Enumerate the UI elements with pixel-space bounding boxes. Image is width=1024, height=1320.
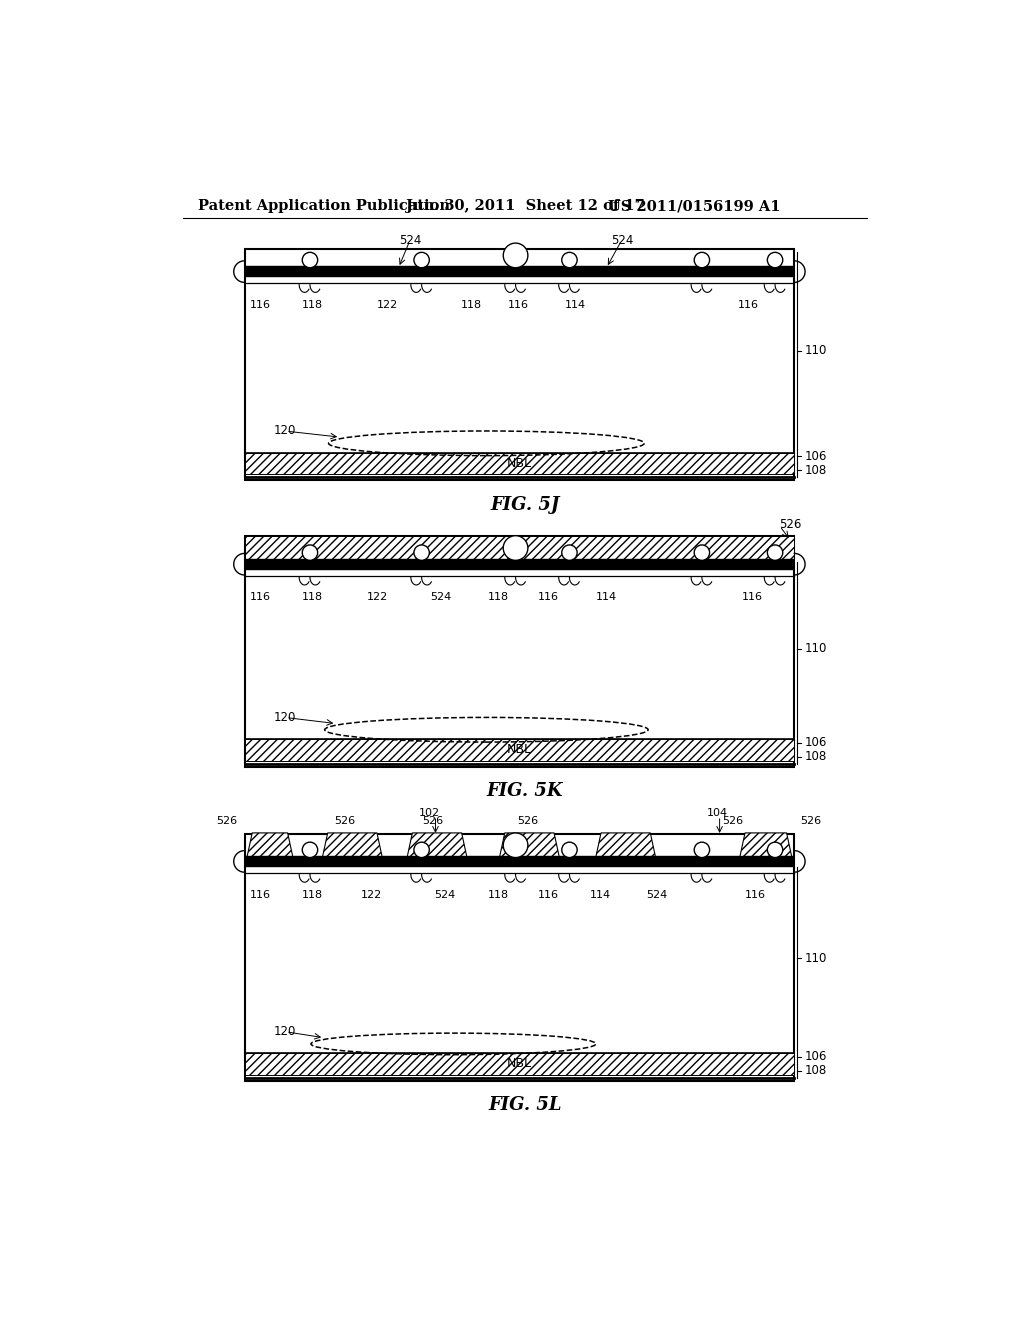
Text: 526: 526 xyxy=(423,816,443,825)
Circle shape xyxy=(767,252,782,268)
Circle shape xyxy=(767,842,782,858)
Text: 104: 104 xyxy=(707,808,728,818)
Text: 526: 526 xyxy=(216,816,237,825)
Bar xyxy=(246,267,794,277)
Circle shape xyxy=(767,545,782,561)
Text: 108: 108 xyxy=(804,750,826,763)
Circle shape xyxy=(694,842,710,858)
Text: NBL: NBL xyxy=(507,1057,531,1071)
Bar xyxy=(246,739,794,760)
Text: 108: 108 xyxy=(804,1064,826,1077)
Text: 526: 526 xyxy=(334,816,355,825)
Bar xyxy=(245,249,795,480)
Text: 118: 118 xyxy=(302,300,323,310)
Circle shape xyxy=(414,842,429,858)
Bar xyxy=(245,536,795,767)
Circle shape xyxy=(562,842,578,858)
Text: 120: 120 xyxy=(273,711,296,723)
Text: US 2011/0156199 A1: US 2011/0156199 A1 xyxy=(608,199,780,213)
Text: 118: 118 xyxy=(488,593,509,602)
Text: Patent Application Publication: Patent Application Publication xyxy=(199,199,451,213)
Text: 106: 106 xyxy=(804,450,826,463)
Text: 106: 106 xyxy=(804,737,826,750)
Text: 120: 120 xyxy=(273,425,296,437)
Bar xyxy=(246,453,794,474)
Polygon shape xyxy=(246,833,294,862)
Text: 118: 118 xyxy=(302,890,323,899)
Circle shape xyxy=(414,545,429,561)
Circle shape xyxy=(562,252,578,268)
Text: 106: 106 xyxy=(804,1051,826,1064)
Bar xyxy=(245,834,795,1081)
Text: 122: 122 xyxy=(367,593,388,602)
Text: FIG. 5K: FIG. 5K xyxy=(486,783,563,800)
Text: 114: 114 xyxy=(565,300,586,310)
Circle shape xyxy=(694,252,710,268)
Text: 102: 102 xyxy=(419,808,440,818)
Text: 524: 524 xyxy=(434,890,456,899)
Text: 116: 116 xyxy=(539,593,559,602)
Text: 116: 116 xyxy=(737,300,759,310)
Text: 118: 118 xyxy=(488,890,509,899)
Circle shape xyxy=(503,243,528,268)
Bar xyxy=(246,857,794,867)
Text: 524: 524 xyxy=(646,890,667,899)
Circle shape xyxy=(503,536,528,560)
Text: 526: 526 xyxy=(779,519,801,532)
Text: 118: 118 xyxy=(461,300,482,310)
Text: 110: 110 xyxy=(804,345,826,358)
Text: 116: 116 xyxy=(250,300,270,310)
Polygon shape xyxy=(499,833,560,862)
Text: Jun. 30, 2011  Sheet 12 of 17: Jun. 30, 2011 Sheet 12 of 17 xyxy=(407,199,645,213)
Bar xyxy=(246,1053,794,1074)
Text: 524: 524 xyxy=(610,234,633,247)
Text: 110: 110 xyxy=(804,643,826,656)
Circle shape xyxy=(302,252,317,268)
Text: 116: 116 xyxy=(507,300,528,310)
Text: FIG. 5J: FIG. 5J xyxy=(490,496,559,513)
Polygon shape xyxy=(322,833,383,862)
Circle shape xyxy=(302,842,317,858)
Circle shape xyxy=(694,545,710,561)
Polygon shape xyxy=(407,833,468,862)
Text: 524: 524 xyxy=(399,234,421,247)
Circle shape xyxy=(503,833,528,858)
Text: NBL: NBL xyxy=(507,743,531,756)
Text: 524: 524 xyxy=(430,593,452,602)
Text: 526: 526 xyxy=(801,816,821,825)
Circle shape xyxy=(562,545,578,561)
Text: 116: 116 xyxy=(745,890,766,899)
Bar xyxy=(246,536,794,558)
Text: 118: 118 xyxy=(302,593,323,602)
Text: 526: 526 xyxy=(517,816,539,825)
Polygon shape xyxy=(739,833,793,862)
Bar xyxy=(246,558,794,570)
Circle shape xyxy=(414,252,429,268)
Text: 108: 108 xyxy=(804,463,826,477)
Text: 116: 116 xyxy=(250,593,270,602)
Text: 120: 120 xyxy=(273,1026,296,1038)
Text: 116: 116 xyxy=(741,593,763,602)
Text: 114: 114 xyxy=(590,890,611,899)
Polygon shape xyxy=(595,833,656,862)
Text: FIG. 5L: FIG. 5L xyxy=(488,1097,561,1114)
Text: NBL: NBL xyxy=(507,457,531,470)
Circle shape xyxy=(302,545,317,561)
Text: 114: 114 xyxy=(596,593,617,602)
Text: 110: 110 xyxy=(804,952,826,965)
Text: 122: 122 xyxy=(360,890,382,899)
Text: 122: 122 xyxy=(377,300,397,310)
Text: 116: 116 xyxy=(539,890,559,899)
Text: 116: 116 xyxy=(250,890,270,899)
Text: 526: 526 xyxy=(722,816,743,825)
